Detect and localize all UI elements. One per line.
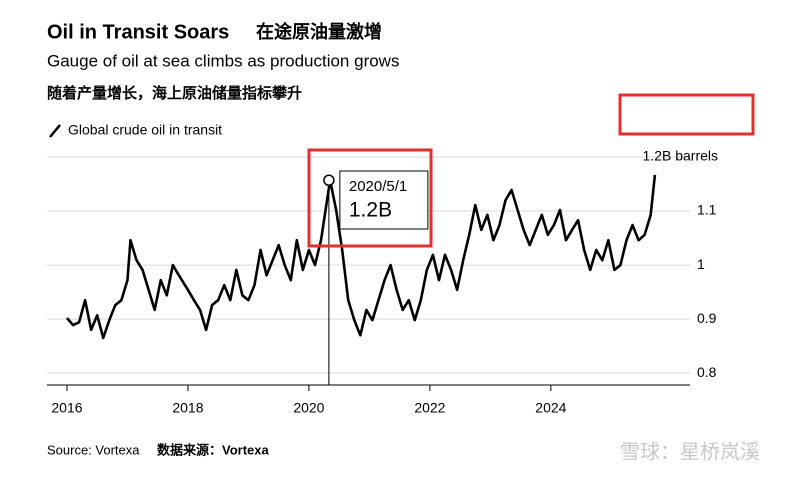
x-tick-label: 2016 — [51, 400, 82, 416]
x-tick-label: 2024 — [535, 400, 566, 416]
annotation-value: 1.2B — [349, 199, 392, 222]
source-cn: 数据来源：Vortexa — [157, 442, 269, 457]
y-tick-label: 0.9 — [697, 310, 717, 326]
y-tick-label: 1.2B barrels — [643, 148, 718, 164]
y-tick-label: 1.1 — [697, 202, 717, 218]
legend-label: Global crude oil in transit — [68, 122, 222, 138]
subtitle-cn: 随着产量增长，海上原油储量指标攀升 — [47, 84, 302, 102]
annotation-point — [323, 174, 335, 187]
y-tick-label: 0.8 — [697, 364, 717, 380]
chart-title-cn: 在途原油量激增 — [256, 21, 382, 42]
chart-title: Oil in Transit Soars — [47, 21, 229, 43]
subtitle: Gauge of oil at sea climbs as production… — [47, 51, 399, 70]
y-tick-label: 1 — [697, 256, 705, 272]
annotation-date: 2020/5/1 — [349, 178, 407, 195]
source: Source: Vortexa — [47, 442, 140, 457]
x-tick-label: 2018 — [172, 400, 203, 416]
highlight-box — [307, 148, 433, 248]
data-line — [65, 174, 657, 340]
highlight-box — [618, 93, 755, 136]
x-tick-label: 2022 — [414, 400, 445, 416]
x-tick-label: 2020 — [293, 400, 324, 416]
watermark: 雪球：星桥岚溪 — [620, 440, 760, 463]
annotation-box — [339, 170, 429, 230]
legend-swatch — [49, 124, 61, 138]
